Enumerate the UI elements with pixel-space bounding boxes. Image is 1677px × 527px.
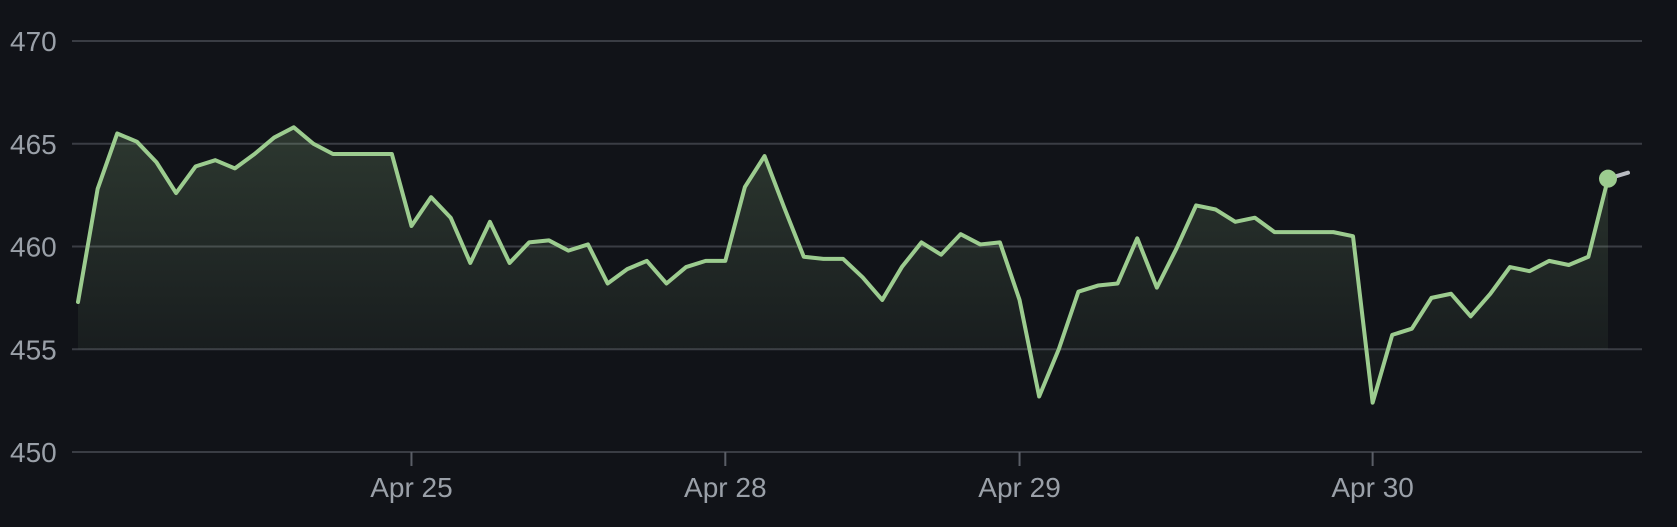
- x-tick-label: Apr 30: [1331, 472, 1414, 503]
- y-tick-label: 455: [10, 334, 57, 365]
- y-tick-label: 470: [10, 26, 57, 57]
- y-tick-label: 465: [10, 129, 57, 160]
- x-axis: Apr 25 Apr 28 Apr 29 Apr 30: [370, 452, 1414, 503]
- series-area: [78, 127, 1608, 403]
- y-axis: 450 455 460 465 470: [10, 26, 57, 468]
- last-point-marker[interactable]: [1599, 169, 1617, 188]
- y-tick-label: 450: [10, 437, 57, 468]
- x-tick-label: Apr 28: [684, 472, 767, 503]
- x-tick-label: Apr 29: [978, 472, 1061, 503]
- x-tick-label: Apr 25: [370, 472, 453, 503]
- series-line: [76, 125, 1610, 405]
- y-tick-label: 460: [10, 232, 57, 263]
